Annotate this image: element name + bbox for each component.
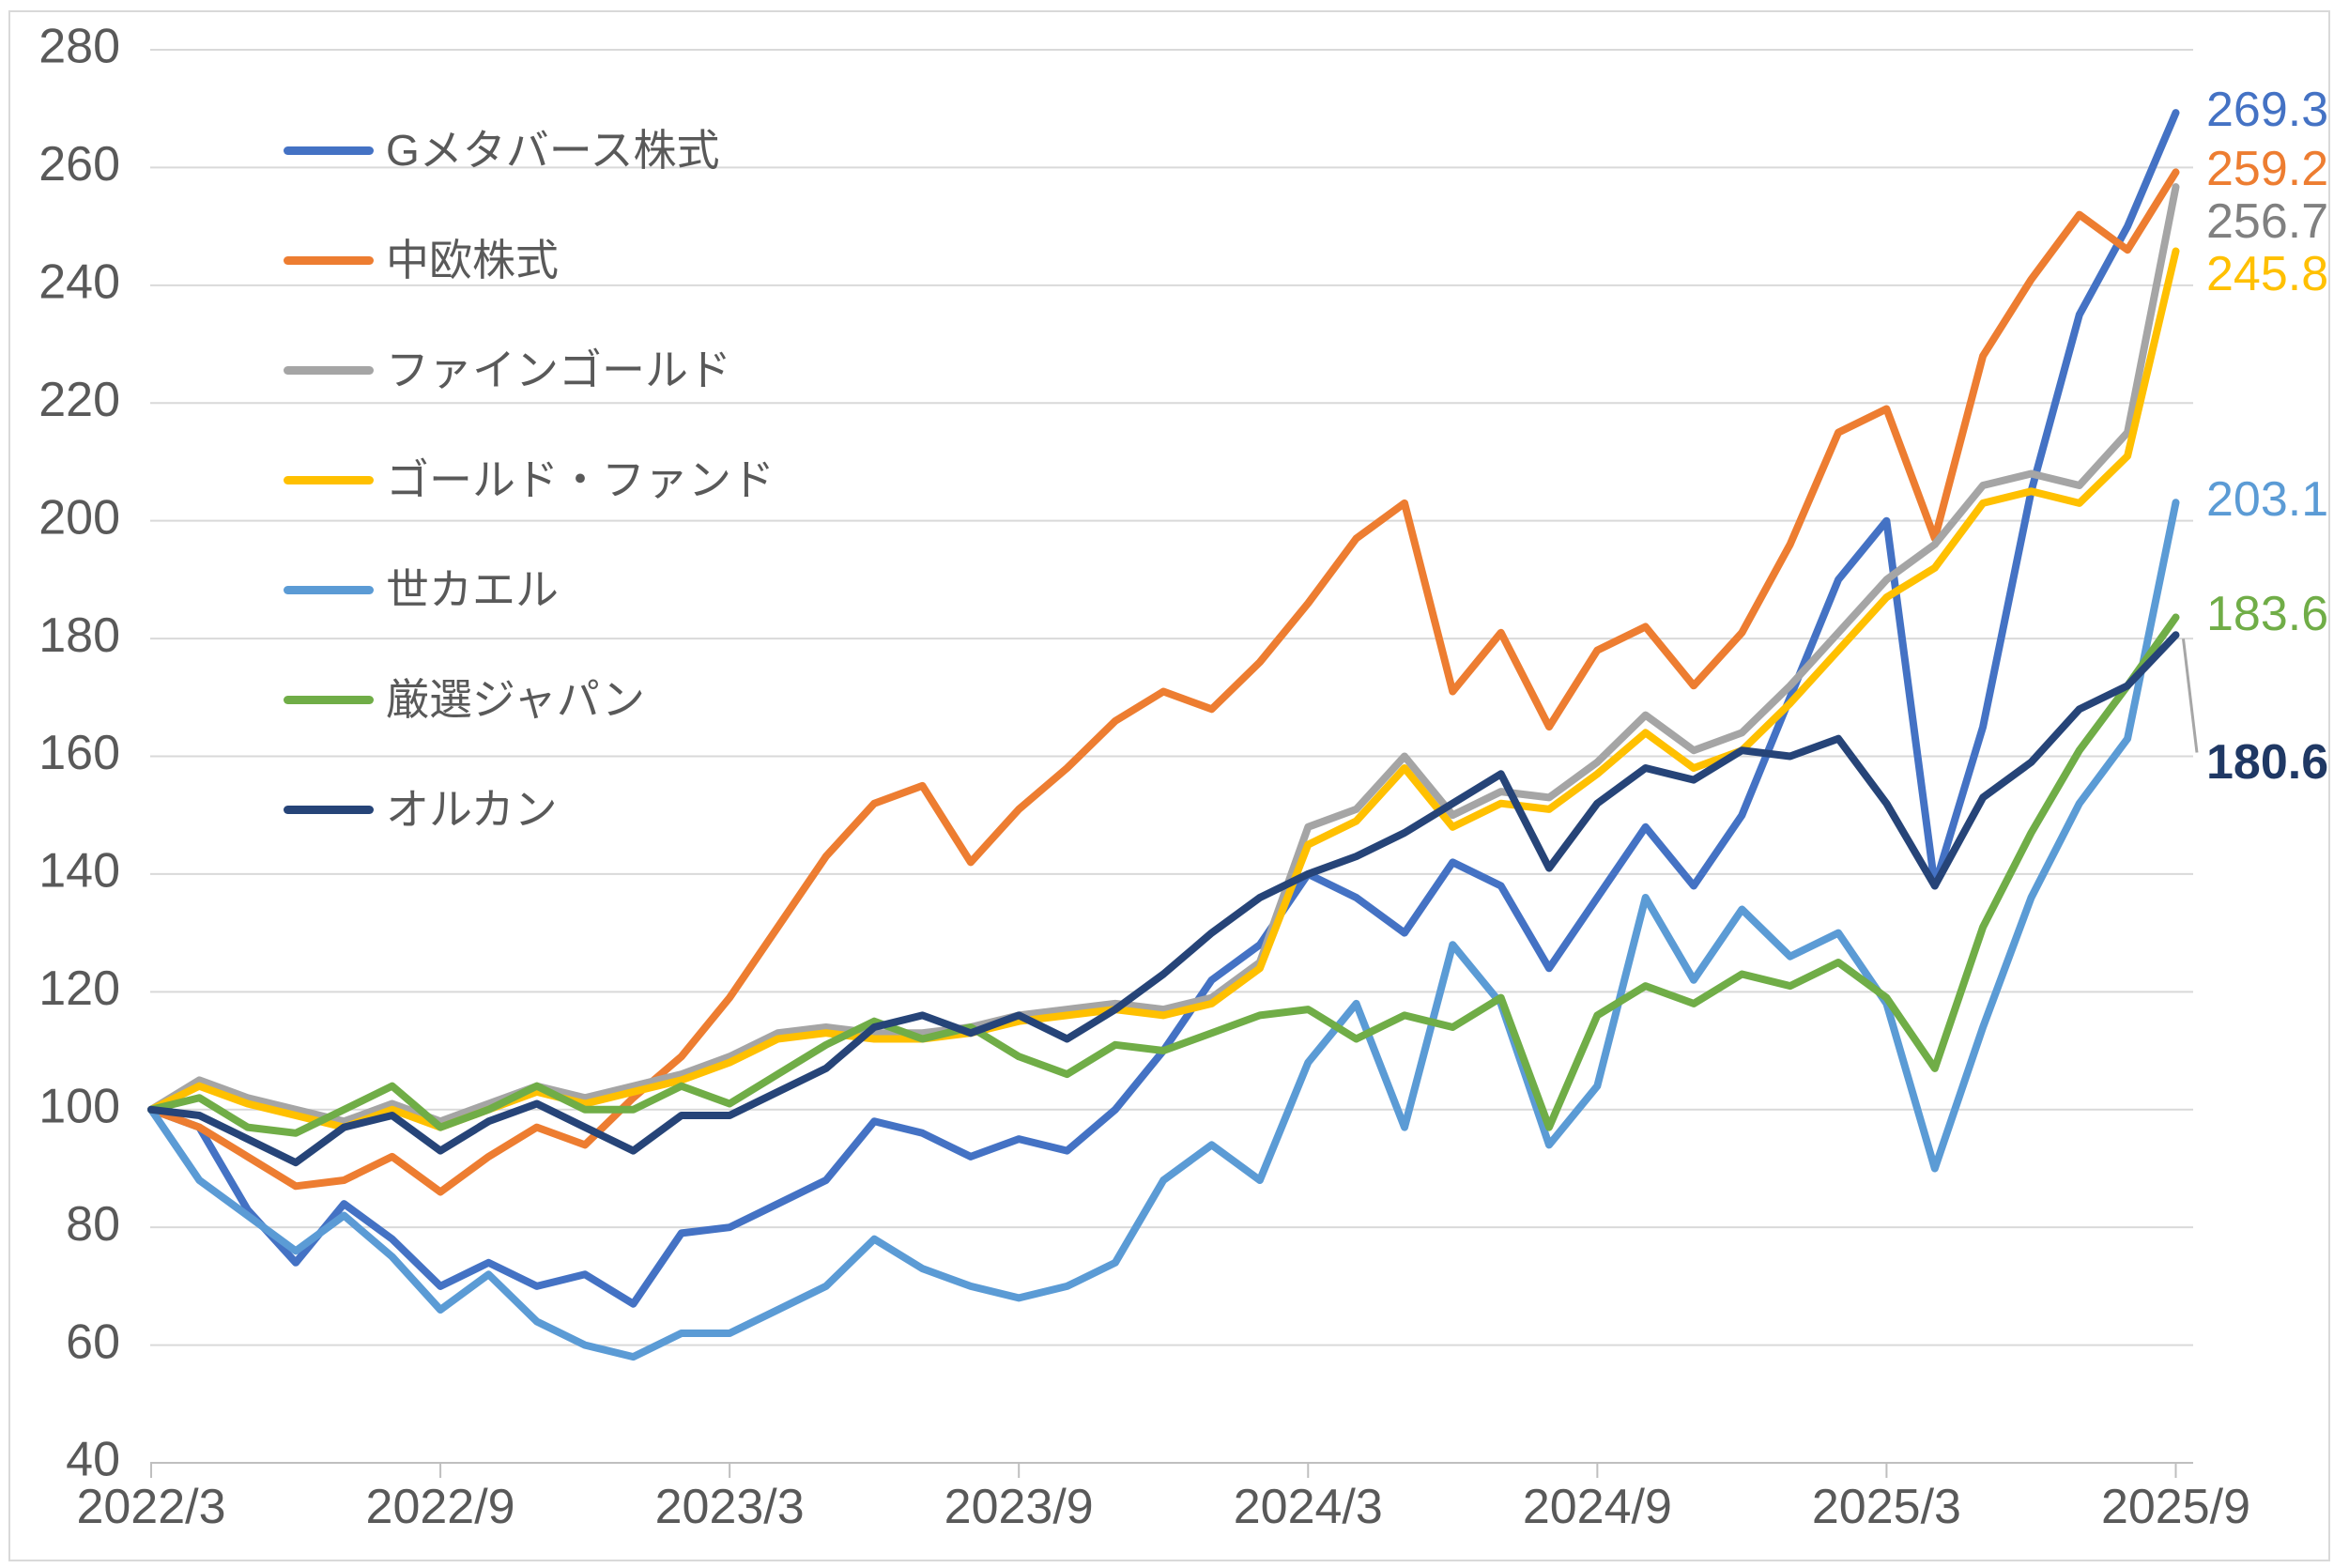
series-line-6 (147, 631, 2180, 1167)
y-axis-tick-label: 80 (66, 1197, 120, 1252)
callout-leader-line (2182, 638, 2199, 753)
series-end-value-label-2: 256.7 (2206, 194, 2328, 249)
y-axis-tick-label: 200 (38, 490, 120, 545)
y-axis-tick-label: 120 (38, 961, 120, 1016)
x-axis-tick-label: 2022/9 (366, 1480, 515, 1534)
series-end-value-label-5: 183.6 (2206, 587, 2328, 641)
y-axis-tick-label: 40 (66, 1433, 120, 1487)
series-end-value-label-4: 203.1 (2206, 472, 2328, 527)
y-axis-tick-label: 180 (38, 608, 120, 663)
y-axis-tick-label: 60 (66, 1314, 120, 1369)
series-end-value-label-0: 269.3 (2206, 83, 2328, 137)
x-axis-tick-label: 2022/3 (76, 1480, 225, 1534)
x-axis-tick-label: 2025/3 (1812, 1480, 1961, 1534)
chart-frame-border (8, 10, 2330, 1561)
y-axis-tick-label: 140 (38, 844, 120, 899)
y-axis-tick-label: 240 (38, 255, 120, 310)
x-axis-tick-label: 2023/3 (655, 1480, 805, 1534)
series-line-4 (147, 499, 2180, 1361)
series-line-5 (147, 613, 2180, 1137)
series-line-1 (147, 168, 2180, 1196)
y-axis-tick-label: 100 (38, 1079, 120, 1133)
x-axis-tick-label: 2025/9 (2101, 1480, 2250, 1534)
series-end-value-label-1: 259.2 (2206, 142, 2328, 196)
x-axis-tick-label: 2023/9 (944, 1480, 1094, 1534)
series-end-value-label-6: 180.6 (2206, 735, 2328, 790)
series-line-2 (147, 183, 2180, 1126)
y-axis-tick-label: 260 (38, 137, 120, 192)
y-axis-tick-label: 220 (38, 373, 120, 427)
x-axis-tick-label: 2024/3 (1234, 1480, 1383, 1534)
series-end-value-label-3: 245.8 (2206, 247, 2328, 301)
x-axis-tick-label: 2024/9 (1523, 1480, 1672, 1534)
y-axis-tick-label: 280 (38, 20, 120, 74)
y-axis-tick-label: 160 (38, 726, 120, 780)
